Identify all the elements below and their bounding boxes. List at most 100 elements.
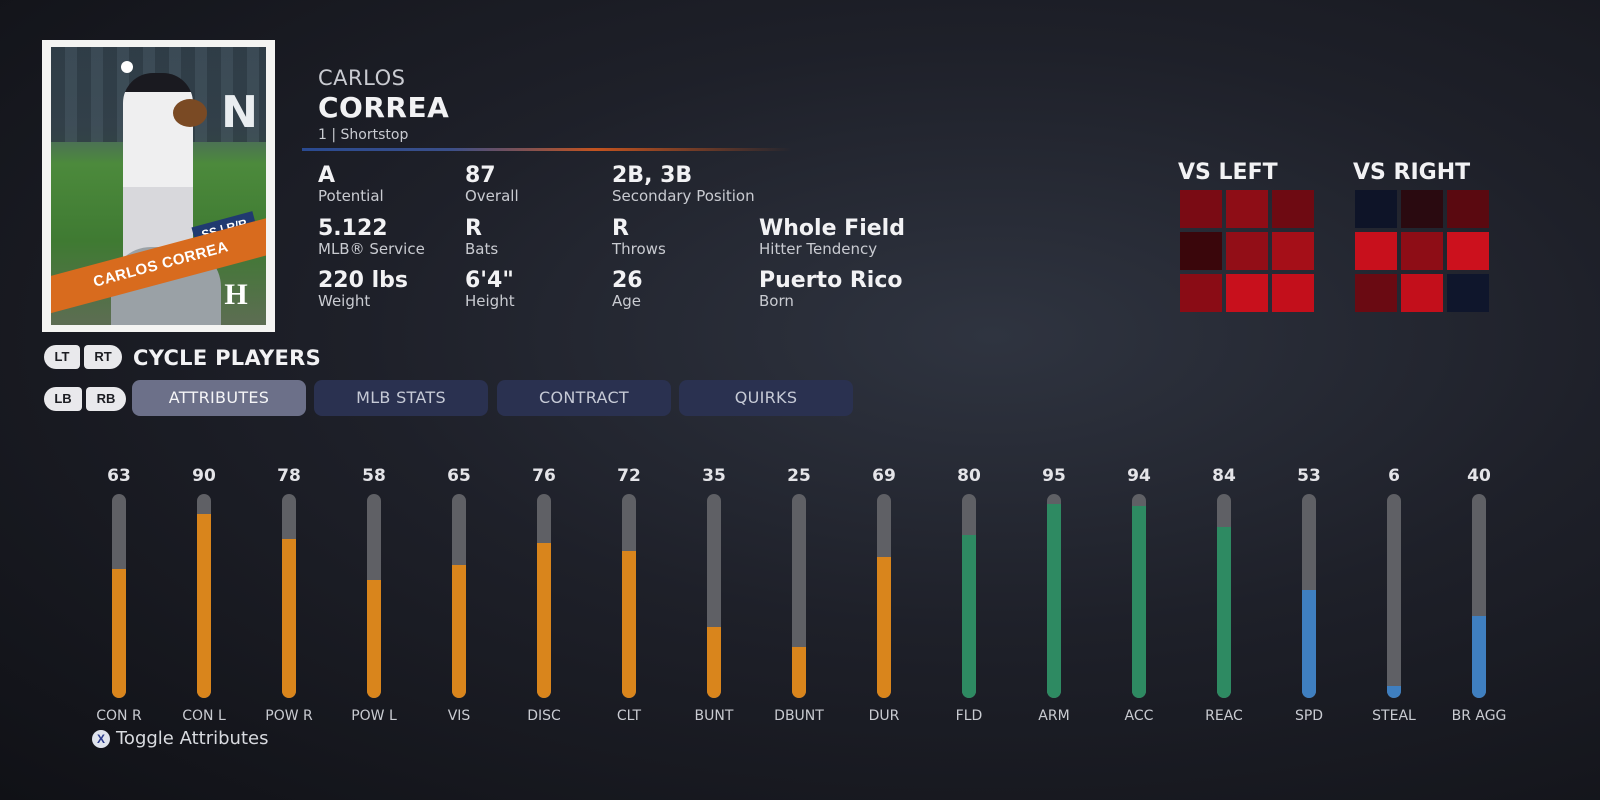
attribute-bar-fill [282, 538, 296, 698]
attribute-bar-track [537, 494, 551, 698]
vs-left-title: VS LEFT [1178, 160, 1278, 185]
attribute-bar-track [1217, 494, 1231, 698]
attribute-label: POW R [265, 708, 313, 724]
rb-button-icon[interactable]: RB [86, 387, 126, 411]
attribute-label: CON R [96, 708, 142, 724]
attribute-bar-track [1047, 494, 1061, 698]
vs-right-zone-cell [1447, 190, 1489, 228]
vs-left-zone-cell [1226, 232, 1268, 270]
attribute-bar-track [877, 494, 891, 698]
attribute-bar-track [1387, 494, 1401, 698]
attribute-bar-track [622, 494, 636, 698]
stat-weight: 220 lbs Weight [318, 269, 408, 310]
attribute-value: 69 [872, 466, 896, 486]
attribute-value: 6 [1388, 466, 1400, 486]
attribute-value: 35 [702, 466, 726, 486]
stadium-sign: N [221, 87, 258, 138]
attribute-arm: 95 ARM [1012, 466, 1096, 724]
attribute-value: 63 [107, 466, 131, 486]
stat-secondary-position: 2B, 3B Secondary Position [612, 164, 755, 205]
glove [173, 99, 207, 127]
attribute-bar-fill [1047, 504, 1061, 698]
attribute-label: CON L [182, 708, 226, 724]
stat-value: 6'4" [465, 268, 514, 293]
vs-left-hot-zone-grid [1180, 190, 1314, 312]
vs-right-zone-cell [1447, 274, 1489, 312]
attribute-bar-fill [537, 542, 551, 698]
attribute-value: 72 [617, 466, 641, 486]
attribute-label: DUR [868, 708, 900, 724]
attribute-value: 76 [532, 466, 556, 486]
attribute-value: 40 [1467, 466, 1491, 486]
player-photo: N SS | R/R CARLOS CORREA H [51, 47, 266, 325]
attribute-bar-track [452, 494, 466, 698]
attribute-dbunt: 25 DBUNT [757, 466, 841, 724]
attribute-bar-track [1132, 494, 1146, 698]
player-card: N SS | R/R CARLOS CORREA H [42, 40, 275, 332]
tab-attributes[interactable]: ATTRIBUTES [132, 380, 306, 416]
attribute-bar-track [197, 494, 211, 698]
lt-button-icon[interactable]: LT [44, 345, 80, 369]
attribute-value: 80 [957, 466, 981, 486]
stat-label: Secondary Position [612, 187, 755, 205]
vs-right-zone-cell [1401, 274, 1443, 312]
tab-mlb-stats[interactable]: MLB STATS [314, 380, 488, 416]
attribute-bar-fill [1387, 685, 1401, 698]
stat-label: MLB® Service [318, 240, 425, 258]
vs-left-zone-cell [1272, 274, 1314, 312]
team-logo-icon: H [224, 278, 248, 311]
attribute-bar-track [962, 494, 976, 698]
attribute-bar-fill [1217, 526, 1231, 698]
attribute-bar-fill [877, 557, 891, 698]
attribute-value: 90 [192, 466, 216, 486]
lb-button-icon[interactable]: LB [44, 387, 82, 411]
vs-right-zone-cell [1355, 190, 1397, 228]
attribute-label: SPD [1294, 708, 1324, 724]
attribute-acc: 94 ACC [1097, 466, 1181, 724]
toggle-attributes-hint[interactable]: X Toggle Attributes [92, 728, 268, 749]
attribute-label: CLT [616, 708, 642, 724]
attribute-label: DBUNT [774, 708, 824, 724]
stat-value: Whole Field [759, 216, 905, 241]
vs-right-zone-cell [1401, 232, 1443, 270]
toggle-attributes-label: Toggle Attributes [116, 728, 269, 749]
attribute-label: REAC [1205, 708, 1243, 724]
vs-left-zone-cell [1180, 274, 1222, 312]
attribute-label: DISC [527, 708, 561, 724]
attribute-steal: 6 STEAL [1352, 466, 1436, 724]
attribute-bar-track [282, 494, 296, 698]
player-number-position: 1 | Shortstop [318, 127, 409, 143]
attribute-bar-track [792, 494, 806, 698]
attribute-label: STEAL [1372, 708, 1416, 724]
rt-button-icon[interactable]: RT [84, 345, 122, 369]
stat-value: A [318, 163, 336, 188]
stat-value: 220 lbs [318, 268, 408, 293]
attribute-disc: 76 DISC [502, 466, 586, 724]
attribute-con-r: 63 CON R [77, 466, 161, 724]
stat-mlb-service: 5.122 MLB® Service [318, 217, 425, 258]
vs-right-zone-cell [1447, 232, 1489, 270]
attribute-value: 65 [447, 466, 471, 486]
vs-left-zone-cell [1180, 190, 1222, 228]
tab-quirks[interactable]: QUIRKS [679, 380, 853, 416]
attribute-label: BUNT [694, 708, 734, 724]
vs-right-zone-cell [1355, 232, 1397, 270]
stat-throws: R Throws [612, 217, 666, 258]
attribute-label: FLD [955, 708, 983, 724]
attribute-bar-track [367, 494, 381, 698]
attribute-fld: 80 FLD [927, 466, 1011, 724]
vs-left-zone-cell [1272, 190, 1314, 228]
attribute-bar-fill [707, 626, 721, 698]
attribute-con-l: 90 CON L [162, 466, 246, 724]
stat-value: 26 [612, 268, 643, 293]
tab-contract[interactable]: CONTRACT [497, 380, 671, 416]
attribute-label: ACC [1124, 708, 1154, 724]
attribute-bar-fill [452, 565, 466, 698]
vs-right-zone-cell [1355, 274, 1397, 312]
stat-label: Hitter Tendency [759, 240, 878, 258]
attribute-br-agg: 40 BR AGG [1437, 466, 1521, 724]
attribute-value: 84 [1212, 466, 1236, 486]
stat-potential: A Potential [318, 164, 384, 205]
attribute-bar-fill [792, 647, 806, 698]
vs-right-zone-cell [1401, 190, 1443, 228]
